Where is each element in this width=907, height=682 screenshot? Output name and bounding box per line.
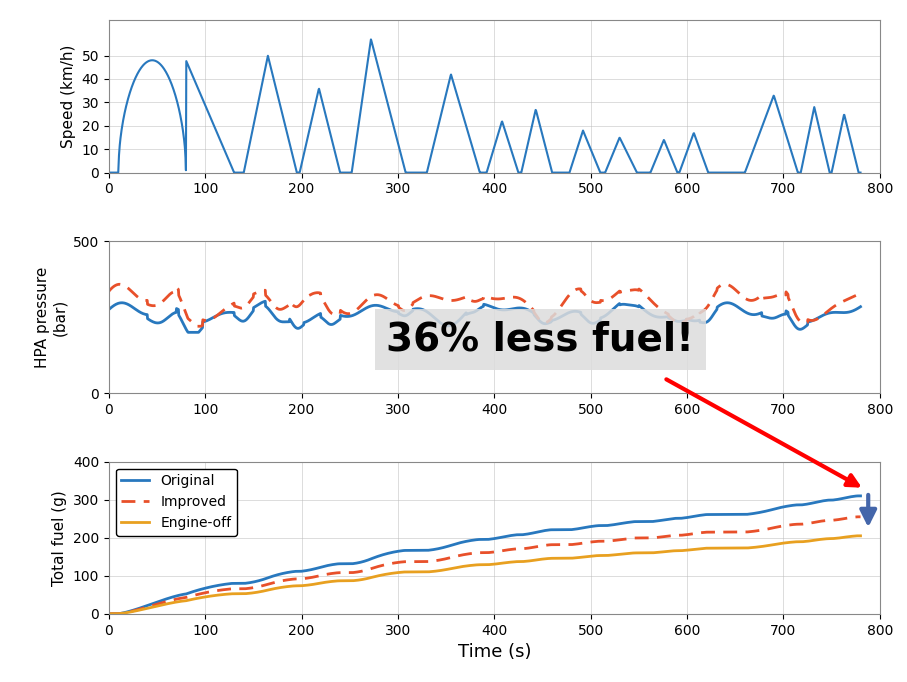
Line: Improved: Improved: [109, 517, 861, 614]
Line: Engine-off: Engine-off: [109, 536, 861, 614]
Original: [141, 602, 152, 610]
Y-axis label: HPA pressure
(bar): HPA pressure (bar): [34, 267, 67, 368]
Improved: [696, 529, 707, 537]
Engine-off: [469, 561, 480, 569]
Engine-off: [103, 610, 114, 618]
Engine-off: [855, 532, 866, 540]
Improved: [141, 603, 152, 611]
Line: Original: Original: [109, 496, 861, 614]
Original: [103, 610, 114, 618]
X-axis label: Time (s): Time (s): [457, 643, 532, 661]
Original: [855, 492, 866, 500]
Improved: [449, 552, 460, 561]
Improved: [469, 549, 480, 557]
Improved: [103, 610, 114, 618]
Improved: [833, 516, 844, 524]
Improved: [834, 516, 844, 524]
Original: [469, 536, 480, 544]
Engine-off: [833, 534, 844, 542]
Y-axis label: Total fuel (g): Total fuel (g): [53, 490, 67, 586]
Original: [834, 495, 844, 503]
Engine-off: [834, 534, 844, 542]
Engine-off: [696, 545, 707, 553]
Original: [833, 495, 844, 503]
Engine-off: [449, 564, 460, 572]
Original: [449, 540, 460, 548]
Original: [696, 512, 707, 520]
Engine-off: [141, 604, 152, 612]
Y-axis label: Speed (km/h): Speed (km/h): [61, 45, 76, 148]
Text: 36% less fuel!: 36% less fuel!: [386, 321, 695, 359]
Legend: Original, Improved, Engine-off: Original, Improved, Engine-off: [116, 469, 237, 535]
Improved: [855, 513, 866, 521]
